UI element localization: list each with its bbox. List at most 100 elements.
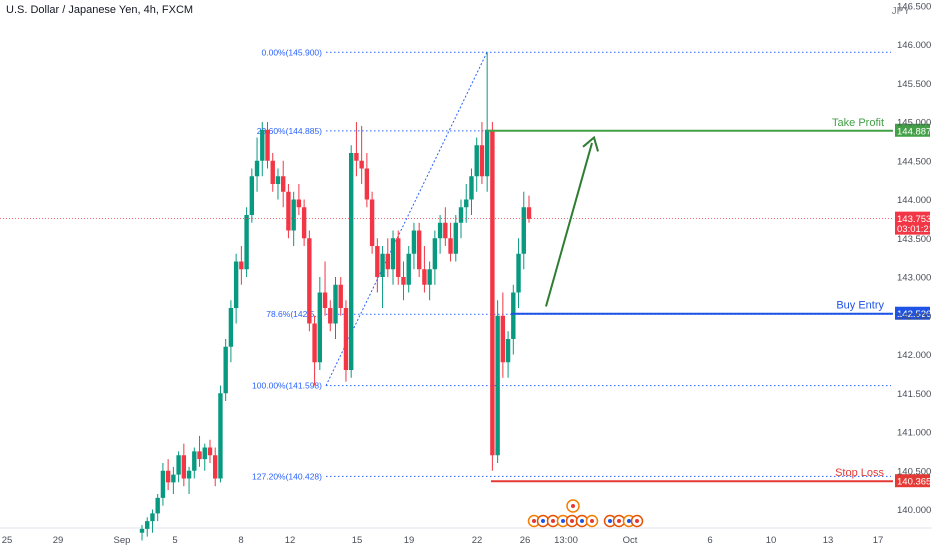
price-tick-label: 140.500: [897, 466, 931, 477]
candle-body: [317, 292, 323, 363]
candle-body: [192, 451, 197, 471]
price-levels[interactable]: 2nd Resistance147.081Take Profit144.887B…: [0, 0, 932, 488]
candle-body: [291, 199, 296, 231]
event-marker-dot: [551, 519, 555, 523]
candle-body: [338, 284, 343, 308]
candle-body: [213, 455, 218, 479]
candle-body: [495, 315, 500, 456]
candle-body: [448, 238, 453, 254]
candle-body: [233, 261, 239, 308]
fib-level-label: 23.60%(144.885): [257, 126, 322, 136]
candle-body: [390, 238, 396, 270]
projection-arrow[interactable]: [545, 135, 599, 307]
candle-body: [202, 447, 207, 460]
event-markers[interactable]: [527, 499, 644, 528]
candle-body: [385, 253, 390, 270]
candle-body: [207, 447, 213, 456]
candle-body: [296, 199, 302, 208]
event-marker-dot: [608, 519, 612, 523]
price-tick-label: 145.500: [897, 79, 931, 90]
price-tick-label: 141.000: [897, 428, 931, 439]
time-tick-label: 8: [238, 535, 243, 546]
candle-body: [176, 455, 181, 475]
time-tick-label: Oct: [623, 535, 638, 546]
candle-body: [432, 238, 438, 270]
candle-body: [239, 261, 244, 270]
event-marker-dot: [580, 519, 584, 523]
currency-label: JPY: [891, 6, 910, 17]
candle-body: [416, 230, 422, 270]
candle-body: [343, 308, 349, 370]
price-tick-label: 144.000: [897, 195, 931, 206]
time-tick-label: 12: [285, 535, 296, 546]
time-tick-label: 25: [2, 535, 13, 546]
candle-body: [511, 292, 516, 339]
event-marker-dot: [570, 519, 574, 523]
arrow-head: [582, 135, 599, 152]
candle-body: [275, 176, 281, 184]
event-marker-dot: [635, 519, 639, 523]
price-tick-label: 142.500: [897, 311, 931, 322]
current-price-value: 143.753: [897, 214, 931, 225]
candle-body: [505, 339, 511, 363]
level-price-tag: [895, 306, 930, 320]
candle-body: [197, 451, 202, 460]
candle-body: [171, 474, 176, 483]
candle-body: [526, 207, 532, 219]
time-axis[interactable]: 25 29 Sep 5 8 12 15 19 22 26 13:00 Oct 6 10 13 17: [2, 535, 884, 546]
price-tick-label: 142.000: [897, 350, 931, 361]
countdown-timer: 03:01:21: [897, 224, 932, 235]
candle-body: [150, 513, 155, 522]
arrow-shaft: [545, 142, 593, 307]
candle-body: [364, 168, 370, 200]
candle-body: [484, 129, 490, 177]
candle-body: [354, 153, 359, 161]
current-price-tag: [895, 211, 930, 235]
price-tick-label: 146.500: [897, 1, 931, 12]
level-label: Buy Entry: [836, 300, 884, 312]
time-tick-label: 5: [172, 535, 177, 546]
candle-body: [155, 497, 160, 514]
candle-body: [521, 207, 526, 254]
candle-body: [411, 230, 417, 254]
fib-level-label: 0.00%(145.900): [262, 47, 323, 57]
time-tick-label: 6: [707, 535, 712, 546]
time-tick-label: 22: [472, 535, 483, 546]
event-marker-dot: [590, 519, 594, 523]
candle-body: [427, 269, 432, 285]
candle-body: [312, 323, 317, 363]
candle-body: [348, 153, 354, 370]
level-price-tag-text: 142.526: [897, 309, 931, 320]
time-tick-label: 15: [352, 535, 363, 546]
candle-body: [270, 160, 275, 184]
candle-body: [301, 207, 307, 239]
time-tick-label: 29: [53, 535, 64, 546]
price-tick-label: 141.500: [897, 389, 931, 400]
event-marker-dot: [532, 519, 536, 523]
candle-body: [286, 191, 291, 231]
candle-body: [380, 253, 385, 277]
candle-body: [322, 292, 328, 308]
candlestick-series: [139, 52, 532, 541]
candle-body: [479, 145, 485, 177]
candle-body: [396, 238, 401, 277]
time-tick-label: 17: [873, 535, 884, 546]
time-tick-label: Sep: [114, 535, 131, 546]
fibonacci-retracement[interactable]: -27.20%(147.070)0.00%(145.900)23.60%(144…: [252, 0, 891, 481]
event-marker-dot: [561, 519, 565, 523]
price-tick-label: 145.000: [897, 118, 931, 129]
event-marker-dot: [617, 519, 621, 523]
candle-body: [244, 215, 249, 270]
candle-body: [260, 129, 265, 161]
fib-level-label: 100.00%(141.598): [252, 381, 322, 391]
event-marker-dot: [627, 519, 631, 523]
candle-body: [369, 199, 375, 246]
time-tick-label: 10: [766, 535, 777, 546]
candle-body: [328, 308, 333, 324]
candle-body: [443, 222, 448, 239]
level-price-tag: [895, 123, 930, 137]
price-axis[interactable]: 140.000 140.500 141.000 141.500 142.000 142.5…: [897, 0, 931, 516]
level-price-tag-text: 144.887: [897, 126, 931, 137]
level-label: Take Profit: [832, 117, 884, 129]
